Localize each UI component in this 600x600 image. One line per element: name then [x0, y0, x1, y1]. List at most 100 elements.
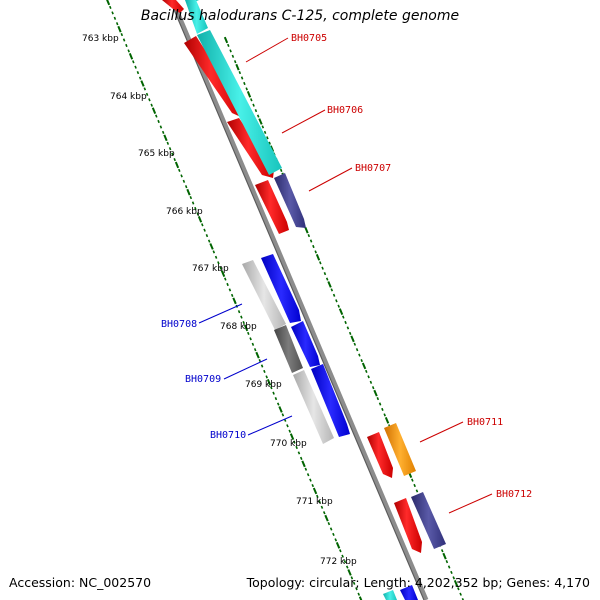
ruler-tick [338, 308, 344, 315]
ruler-tick [237, 310, 241, 314]
gene-feature-cyan[interactable] [383, 590, 397, 600]
ruler-tick [320, 505, 324, 509]
gene-features [162, 0, 446, 600]
ruler-tick [457, 587, 460, 591]
gene-feature-navy[interactable] [274, 173, 306, 228]
ruler-tick [415, 489, 419, 493]
gene-feature-red[interactable] [184, 36, 244, 118]
ruler-tick [335, 542, 341, 549]
ruler-tick [227, 43, 230, 47]
gene-label-bh0706[interactable]: BH0706 [327, 105, 363, 116]
ruler-tick [369, 380, 373, 384]
ruler-tick [346, 326, 350, 330]
ruler-tick [371, 386, 375, 390]
ruler-tick [263, 369, 266, 373]
ruler-label: 768 kbp [220, 322, 257, 332]
gene-feature-blue[interactable] [400, 585, 418, 600]
ruler-tick [343, 559, 347, 564]
leader-line [419, 421, 464, 443]
gene-label-bh0708[interactable]: BH0708 [161, 319, 197, 330]
gene-feature-gray[interactable] [293, 370, 334, 444]
ruler-tick [299, 456, 303, 461]
map-title: Bacillus halodurans C-125, complete geno… [140, 8, 460, 24]
ruler-tick [128, 53, 134, 60]
gene-feature-blue[interactable] [261, 254, 301, 323]
ruler-tick [268, 141, 271, 145]
gene-feature-blue[interactable] [291, 321, 320, 367]
ruler-tick [194, 206, 197, 211]
ruler-tick [270, 386, 273, 390]
ruler-tick [381, 407, 384, 411]
ruler-label: 772 kbp [320, 557, 357, 567]
ruler-tick [115, 22, 119, 26]
ruler-tick [240, 76, 244, 80]
ruler-tick [263, 130, 267, 134]
leader-line [247, 415, 293, 436]
ruler-tick [240, 315, 243, 319]
ruler-tick [327, 521, 331, 526]
ruler-tick [243, 81, 246, 86]
ruler-tick [254, 109, 258, 113]
ruler-tick [288, 429, 292, 433]
ruler-tick [316, 494, 319, 499]
ruler-tick [334, 538, 338, 542]
gene-feature-red[interactable] [162, 0, 184, 13]
leader-line [448, 493, 493, 514]
ruler-tick [212, 250, 216, 254]
ruler-tick [151, 107, 157, 114]
ruler-tick [278, 406, 283, 413]
ruler-tick [184, 185, 188, 189]
leader-line [308, 167, 353, 192]
ruler-label: 765 kbp [138, 149, 175, 159]
leader-line [198, 303, 243, 324]
ruler-tick [220, 270, 226, 277]
ruler-tick [161, 130, 165, 134]
gene-feature-cyan[interactable] [197, 30, 282, 175]
gene-feature-orange[interactable] [384, 423, 416, 476]
ruler-tick [312, 244, 315, 249]
ruler-tick [324, 514, 329, 522]
leader-line [281, 109, 326, 134]
ruler-tick [261, 125, 265, 129]
gene-feature-red[interactable] [227, 118, 274, 178]
gene-feature-blue[interactable] [311, 364, 350, 437]
ruler-tick [447, 565, 451, 569]
gene-label-bh0711[interactable]: BH0711 [467, 417, 503, 428]
ruler-tick [148, 98, 151, 102]
gene-feature-red[interactable] [367, 432, 393, 478]
ruler-tick [233, 60, 237, 64]
gene-feature-cyan-tail[interactable] [185, 0, 208, 34]
gene-feature-navy[interactable] [411, 492, 446, 549]
gene-label-bh0710[interactable]: BH0710 [210, 430, 246, 441]
ruler-label: 771 kbp [296, 497, 333, 507]
ruler-tick [171, 152, 174, 156]
gene-feature-darkgray[interactable] [274, 325, 303, 373]
gene-label-bh0707[interactable]: BH0707 [355, 163, 391, 174]
ruler-tick [342, 315, 345, 319]
ruler-tick [272, 391, 275, 395]
ruler-tick [274, 397, 278, 401]
topology-text: Topology: circular; Length: 4,202,352 bp… [246, 575, 590, 590]
ruler-tick [122, 38, 126, 42]
ruler-tick [360, 359, 363, 363]
ruler-tick [209, 243, 214, 250]
ruler-tick [453, 580, 459, 587]
ruler-tick [358, 353, 361, 357]
ruler-tick [440, 549, 444, 553]
gene-feature-gray[interactable] [242, 260, 286, 330]
gene-label-bh0705[interactable]: BH0705 [291, 33, 327, 44]
ruler-tick [207, 239, 211, 243]
ruler-tick [315, 254, 321, 261]
ruler-tick [111, 11, 114, 15]
gene-label-bh0709[interactable]: BH0709 [185, 374, 221, 385]
ruler-label: 767 kbp [192, 264, 229, 274]
gene-feature-red[interactable] [255, 180, 289, 234]
gene-label-bh0712[interactable]: BH0712 [496, 489, 532, 500]
ruler-tick [127, 49, 130, 53]
ruler-label: 770 kbp [270, 439, 307, 449]
gene-feature-red[interactable] [394, 498, 422, 553]
ruler-tick [367, 375, 370, 379]
ruler-tick [352, 581, 356, 585]
ruler-tick [178, 168, 181, 172]
ruler-tick [314, 250, 317, 254]
